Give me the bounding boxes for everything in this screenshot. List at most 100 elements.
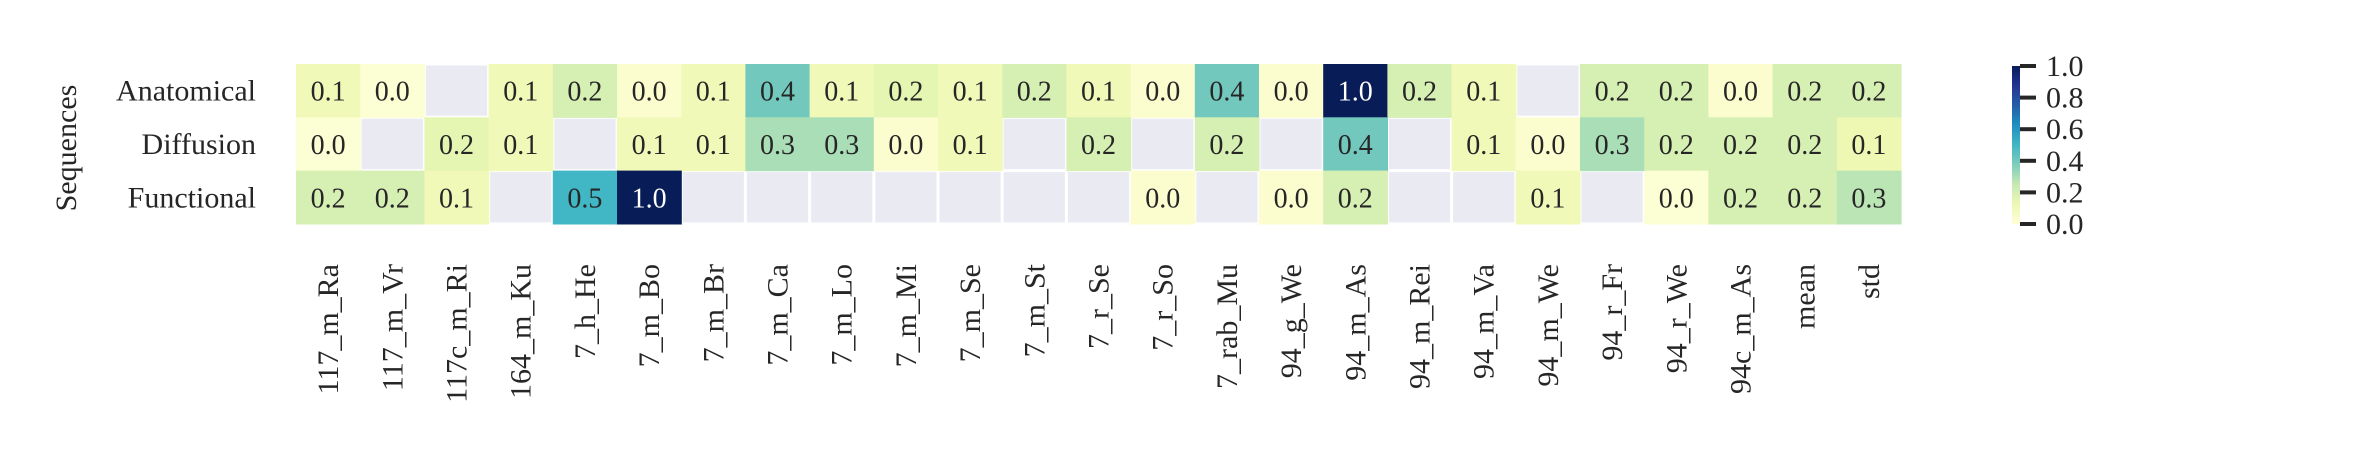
column-tick-label: 94_m_As	[1339, 264, 1372, 381]
cell-value-label: 0.1	[1466, 130, 1501, 161]
heatmap-cell	[1194, 117, 1260, 172]
colorbar-tick-label: 0.6	[2046, 113, 2084, 146]
heatmap-cell	[1836, 170, 1902, 225]
cell-value-label: 0.3	[1595, 130, 1630, 161]
heatmap-cell	[360, 64, 425, 118]
cell-value-label: 0.0	[1145, 77, 1180, 108]
cell-value-label: 0.0	[632, 77, 667, 108]
heatmap-cell	[1708, 117, 1774, 172]
cell-value-label: 0.1	[632, 130, 667, 161]
cell-value-label: 0.1	[1851, 130, 1886, 161]
heatmap-cells: 0.1 0.0 0.1 0.2 0.0 0.1 0.4 0.1 0.2 0.1 0.2 0.1 0.0 0…	[296, 64, 1902, 225]
column-tick-label: 7_m_Bo	[633, 264, 666, 367]
colorbar-tick-label: 0.0	[2046, 208, 2084, 241]
heatmap-cell	[488, 117, 554, 172]
cell-value-label: 0.2	[1402, 77, 1437, 108]
column-tick-label: 117c_m_Ri	[441, 264, 474, 403]
column-tick-label: 7_m_Lo	[826, 264, 859, 366]
cell-value-label: 0.2	[567, 77, 602, 108]
column-tick-label: 94_r_We	[1660, 264, 1693, 373]
column-tick-label: 94_g_We	[1275, 264, 1308, 378]
heatmap-cell	[809, 64, 875, 118]
heatmap-cell	[1772, 117, 1838, 172]
heatmap-cell	[1130, 170, 1196, 225]
heatmap-cell	[1323, 117, 1388, 172]
cell-value-label: 0.1	[696, 77, 731, 108]
heatmap-cell	[552, 64, 618, 118]
heatmap-cell	[296, 170, 361, 225]
heatmap-cell	[1772, 64, 1838, 118]
column-tick-label: 7_m_Ca	[762, 264, 795, 366]
cell-value-label: 0.2	[1787, 183, 1822, 214]
cell-value-label: 0.1	[1466, 77, 1501, 108]
cell-value-label: 0.0	[888, 130, 923, 161]
cell-value-label: 0.2	[1723, 183, 1758, 214]
cell-value-label: 0.0	[1723, 77, 1758, 108]
heatmap-cell	[745, 64, 811, 118]
heatmap-cell	[873, 64, 939, 118]
heatmap-cell	[745, 117, 811, 172]
colorbar-gradient	[2012, 66, 2020, 224]
cell-value-label: 0.4	[1209, 77, 1244, 108]
cell-value-label: 0.0	[1274, 77, 1309, 108]
heatmap-cell	[1836, 117, 1902, 172]
cell-value-label: 0.2	[1659, 130, 1694, 161]
heatmap-cell	[1323, 170, 1388, 225]
heatmap-cell	[1580, 117, 1645, 172]
heatmap-cell	[1002, 64, 1067, 118]
cell-value-label: 0.2	[311, 183, 346, 214]
row-tick-label: Diffusion	[142, 128, 256, 161]
cell-value-label: 0.1	[696, 130, 731, 161]
cell-value-label: 0.2	[888, 77, 923, 108]
heatmap-cell	[296, 64, 361, 118]
cell-value-label: 0.0	[1274, 183, 1309, 214]
heatmap-cell	[1580, 64, 1645, 118]
heatmap-cell	[1644, 170, 1709, 225]
heatmap-cell	[296, 117, 361, 172]
cell-value-label: 0.2	[1787, 130, 1822, 161]
cell-value-label: 0.3	[1851, 183, 1886, 214]
heatmap-cell	[1066, 64, 1132, 118]
column-tick-label: 94_r_Fr	[1596, 264, 1629, 361]
column-tick-label: std	[1853, 264, 1886, 299]
column-tick-label: 7_r_So	[1147, 264, 1180, 351]
column-tick-label: 7_m_Se	[954, 264, 987, 362]
heatmap-cell	[360, 170, 425, 225]
heatmap-cell	[1515, 117, 1581, 172]
column-labels: 117_m_Ra 117_m_Vr 117c_m_Ri 164_m_Ku 7_h_He 7…	[312, 263, 1886, 403]
cell-value-label: 0.3	[824, 130, 859, 161]
heatmap-cell	[1836, 64, 1902, 118]
column-tick-label: 94_m_We	[1532, 264, 1565, 387]
heatmap-cell	[1644, 64, 1709, 118]
heatmap-cell	[1515, 170, 1581, 225]
cell-value-label: 0.2	[1787, 77, 1822, 108]
cell-value-label: 0.2	[439, 130, 474, 161]
heatmap-cell	[617, 170, 682, 225]
cell-value-label: 0.0	[1659, 183, 1694, 214]
column-tick-label: 94_m_Rei	[1404, 264, 1437, 389]
column-tick-label: 7_r_Se	[1083, 264, 1116, 349]
cell-value-label: 0.1	[311, 77, 346, 108]
heatmap-cell	[424, 117, 490, 172]
cell-value-label: 0.1	[953, 77, 988, 108]
heatmap-cell	[681, 117, 746, 172]
heatmap-cell	[1323, 64, 1388, 118]
cell-value-label: 0.4	[1338, 130, 1373, 161]
column-tick-label: 7_m_Mi	[890, 264, 923, 367]
heatmap-cell	[873, 117, 939, 172]
heatmap-cell	[938, 64, 1003, 118]
column-tick-label: 7_rab_Mu	[1211, 264, 1244, 389]
heatmap-cell	[1194, 64, 1260, 118]
row-labels: Anatomical Diffusion Functional	[116, 75, 256, 215]
cell-value-label: 0.2	[1595, 77, 1630, 108]
colorbar-tick-label: 0.2	[2046, 176, 2084, 209]
row-tick-label: Functional	[128, 181, 256, 214]
heatmap-cell	[1130, 64, 1196, 118]
heatmap-cell	[1066, 117, 1132, 172]
heatmap-cell	[1259, 64, 1324, 118]
row-tick-label: Anatomical	[116, 75, 256, 108]
heatmap-cell	[1772, 170, 1838, 225]
colorbar-tick-label: 0.8	[2046, 82, 2084, 115]
column-tick-label: 7_h_He	[569, 264, 602, 359]
